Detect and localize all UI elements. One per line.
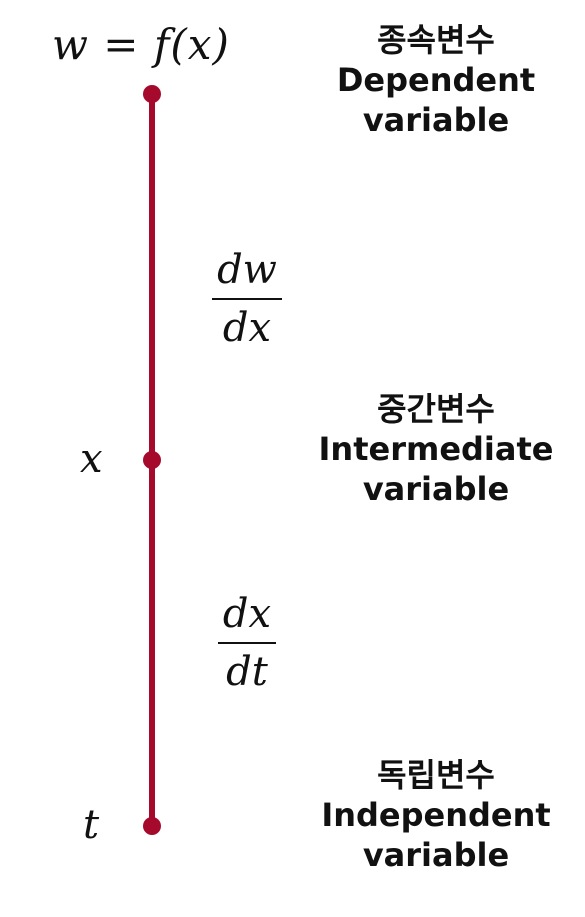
intermediate-english-label: Intermediate [318, 430, 554, 468]
independent-english-label-2: variable [362, 836, 510, 874]
independent-node [143, 817, 161, 835]
intermediate-english-label-2: variable [362, 470, 510, 508]
independent-variable-symbol: t [83, 802, 100, 848]
derivative-numerator: dx [222, 591, 272, 637]
independent-variable-label: 독립변수 Independent variable [306, 755, 566, 875]
derivative-dw-dx: dw dx [212, 246, 282, 352]
intermediate-variable-symbol: x [80, 436, 103, 482]
fraction-bar [212, 298, 282, 300]
intermediate-korean-label: 중간변수 [377, 390, 495, 428]
dependent-node [143, 85, 161, 103]
derivative-numerator: dw [217, 247, 277, 293]
derivative-dx-dt: dx dt [218, 590, 276, 696]
intermediate-variable-label: 중간변수 Intermediate variable [306, 389, 566, 509]
dependent-korean-label: 종속변수 [377, 21, 495, 59]
derivative-denominator: dx [222, 305, 272, 351]
independent-english-label: Independent [321, 796, 551, 834]
derivative-denominator: dt [226, 649, 268, 695]
dependent-english-label: Dependent [336, 61, 536, 99]
fraction-bar [218, 642, 276, 644]
intermediate-node [143, 451, 161, 469]
dependent-variable-label: 종속변수 Dependent variable [306, 20, 566, 140]
dependent-english-label-2: variable [362, 101, 510, 139]
independent-korean-label: 독립변수 [377, 756, 495, 794]
function-equation: w = f(x) [52, 20, 230, 69]
